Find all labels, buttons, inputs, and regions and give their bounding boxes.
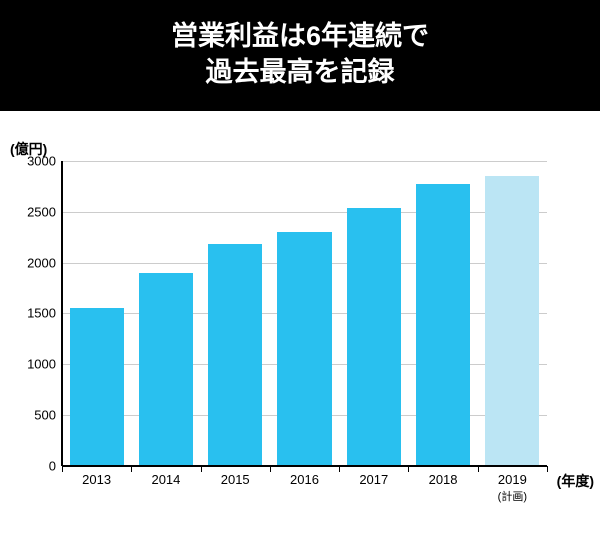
x-tick-label: 2016 — [290, 466, 319, 487]
x-tick-label: 2014 — [151, 466, 180, 487]
bar — [277, 232, 331, 466]
header-line-2: 過去最高を記録 — [0, 54, 600, 90]
x-tick-label: 2017 — [359, 466, 388, 487]
bar — [139, 273, 193, 466]
header: 営業利益は6年連続で 過去最高を記録 — [0, 0, 600, 111]
header-line-1: 営業利益は6年連続で — [0, 18, 600, 54]
x-tick-label: 2015 — [221, 466, 250, 487]
x-axis-unit: (年度) — [557, 471, 594, 491]
x-tick-label: 2019 — [498, 466, 527, 487]
x-tick-label: 2013 — [82, 466, 111, 487]
grid-line — [62, 161, 547, 162]
y-tick-label: 3000 — [27, 153, 62, 168]
chart-container: (億円) (年度) 050010001500200025003000201320… — [0, 111, 600, 545]
y-axis-line — [61, 161, 63, 466]
y-tick-label: 500 — [34, 408, 62, 423]
bar — [416, 184, 470, 466]
x-axis-line — [62, 465, 547, 467]
x-tick-mark — [547, 466, 548, 472]
y-tick-label: 2500 — [27, 204, 62, 219]
bar — [347, 208, 401, 466]
x-tick-label: 2018 — [429, 466, 458, 487]
x-tick-sublabel: (計画) — [498, 488, 527, 504]
bar — [70, 308, 124, 466]
grid-line — [62, 212, 547, 213]
y-tick-label: 2000 — [27, 255, 62, 270]
plot-area: 0500100015002000250030002013201420152016… — [62, 161, 547, 466]
bar — [485, 176, 539, 466]
y-tick-label: 0 — [49, 458, 62, 473]
y-tick-label: 1000 — [27, 357, 62, 372]
bar — [208, 244, 262, 466]
y-tick-label: 1500 — [27, 306, 62, 321]
